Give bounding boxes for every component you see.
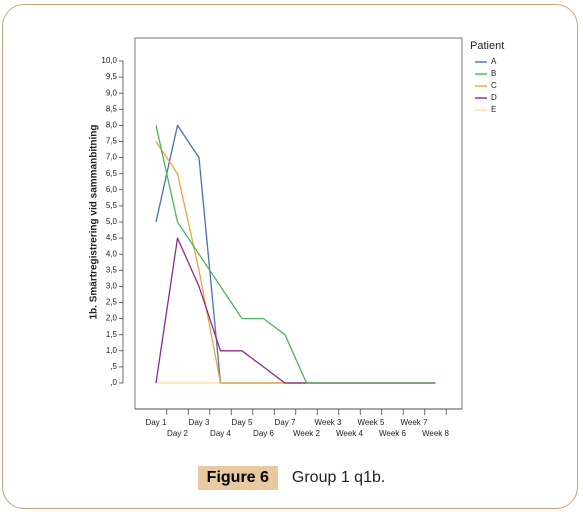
y-tick-label: 7,0 xyxy=(106,153,118,162)
x-tick-label: Week 2 xyxy=(293,429,321,438)
x-tick-label: Day 1 xyxy=(146,418,167,427)
y-tick-label: 5,0 xyxy=(106,217,118,226)
y-tick-label: 2,5 xyxy=(106,298,118,307)
x-tick-label: Day 2 xyxy=(167,429,188,438)
x-tick-label: Day 5 xyxy=(232,418,253,427)
y-tick-label: 4,5 xyxy=(106,233,118,242)
y-tick-label: 9,5 xyxy=(106,72,118,81)
y-tick-label: 9,0 xyxy=(106,88,118,97)
y-tick-label: 7,5 xyxy=(106,137,118,146)
y-tick-label: ,0 xyxy=(110,378,117,387)
y-tick-label: 5,5 xyxy=(106,201,118,210)
y-tick-label: ,5 xyxy=(110,362,117,371)
y-ticks: 10,0 9,5 9,0 8,5 8,0 7,5 7,0 6,5 6,0 5,5 5,0 4,5 4,0… xyxy=(101,56,123,387)
x-tick-label: Week 7 xyxy=(401,418,429,427)
x-tick-label: Week 4 xyxy=(336,429,364,438)
x-tick-label: Day 6 xyxy=(253,429,274,438)
y-tick-label: 3,5 xyxy=(106,265,118,274)
y-axis-label: 1b. Smärtregistrering vid sammanbitning xyxy=(89,124,100,319)
y-tick-label: 6,5 xyxy=(106,169,118,178)
legend-label-b: B xyxy=(491,69,496,78)
y-tick-label: 6,0 xyxy=(106,185,118,194)
legend-label-e: E xyxy=(491,105,496,114)
x-tick-label: Week 3 xyxy=(315,418,343,427)
legend-title: Patient xyxy=(470,40,504,52)
y-tick-label: 4,0 xyxy=(106,249,118,258)
x-tick-label: Day 4 xyxy=(210,429,231,438)
y-tick-label: 2,0 xyxy=(106,314,118,323)
figure-caption-text: Group 1 q1b. xyxy=(291,469,386,486)
legend-label-a: A xyxy=(491,57,497,66)
x-tick-label: Week 8 xyxy=(422,429,450,438)
legend-label-d: D xyxy=(491,93,497,102)
figure-label: Figure 6 xyxy=(197,466,278,490)
plot-area xyxy=(134,37,463,410)
x-tick-label: Week 6 xyxy=(379,429,407,438)
legend-label-c: C xyxy=(491,81,497,90)
x-tick-label: Week 5 xyxy=(358,418,386,427)
x-tick-label: Day 3 xyxy=(189,418,210,427)
series-lines xyxy=(155,124,436,384)
y-tick-label: 10,0 xyxy=(101,56,117,65)
y-tick-label: 3,0 xyxy=(106,282,118,291)
series-line-b xyxy=(155,125,436,384)
y-tick-label: 1,0 xyxy=(106,346,118,355)
y-tick-label: 8,0 xyxy=(106,121,118,130)
figure-caption: Figure 6 Group 1 q1b. xyxy=(0,466,583,490)
x-tick-label: Day 7 xyxy=(275,418,296,427)
y-tick-label: 1,5 xyxy=(106,330,118,339)
y-tick-label: 8,5 xyxy=(106,104,118,113)
